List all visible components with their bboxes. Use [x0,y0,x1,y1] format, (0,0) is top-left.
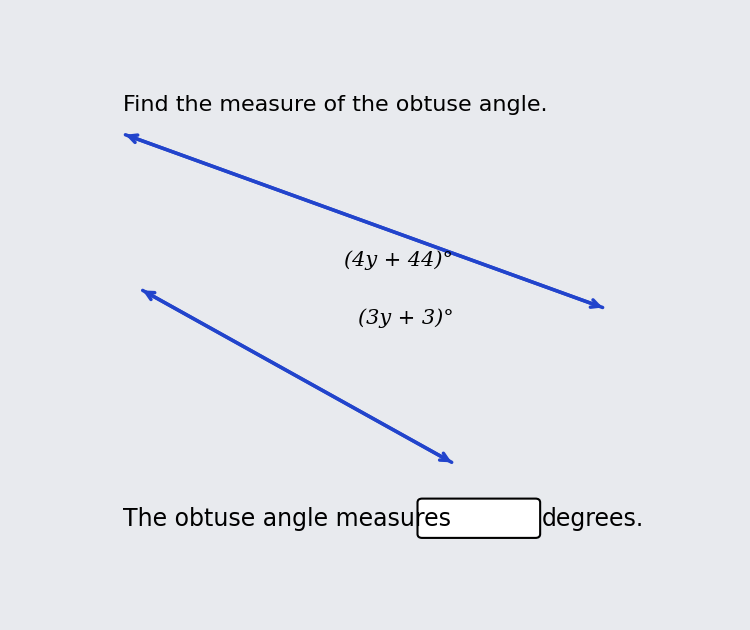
Text: The obtuse angle measures: The obtuse angle measures [123,508,451,532]
Text: (4y + 44)°: (4y + 44)° [344,250,453,270]
FancyBboxPatch shape [418,498,540,538]
Text: (3y + 3)°: (3y + 3)° [358,309,454,328]
Text: degrees.: degrees. [542,508,644,532]
Text: Find the measure of the obtuse angle.: Find the measure of the obtuse angle. [123,95,548,115]
